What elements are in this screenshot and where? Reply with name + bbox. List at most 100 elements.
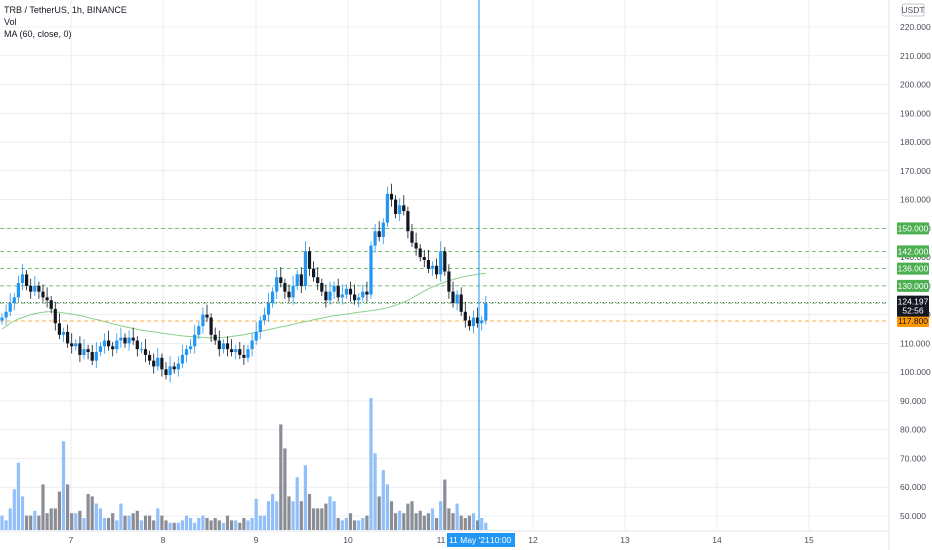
candle-body: [435, 265, 439, 275]
currency-label: USDT: [901, 5, 924, 15]
volume-bar: [250, 518, 254, 530]
volume-bar: [295, 477, 299, 530]
volume-bar: [107, 518, 111, 530]
candle-body: [209, 317, 213, 335]
volume-bar: [213, 518, 217, 530]
candle-body: [238, 349, 242, 355]
volume-bar: [258, 515, 262, 530]
candle-body: [102, 340, 107, 347]
candle-body: [168, 366, 172, 376]
volume-bar: [303, 465, 307, 530]
price-tag: [897, 262, 929, 275]
candle-body: [119, 337, 123, 341]
candle-body: [279, 277, 283, 284]
y-tick-label: 190.000: [900, 108, 931, 118]
candle-body: [377, 231, 381, 237]
volume-bar: [389, 501, 394, 530]
candle-body: [8, 303, 12, 312]
vol-legend[interactable]: Vol: [4, 17, 17, 27]
volume-bar: [340, 520, 344, 530]
candle-body: [471, 317, 476, 327]
volume-bar: [242, 518, 246, 530]
volume-bar: [20, 496, 25, 530]
volume-bar: [316, 508, 320, 530]
volume-bar: [471, 513, 476, 530]
candle-body: [463, 311, 467, 321]
candle-body: [176, 363, 180, 370]
volume-bar: [86, 494, 90, 530]
candle-body: [127, 337, 131, 344]
volume-bar: [94, 503, 98, 530]
candle-body: [29, 285, 33, 292]
x-tick-label: 11: [437, 535, 446, 545]
candle-body: [348, 288, 353, 295]
candle-body: [160, 357, 164, 370]
candle-body: [295, 274, 299, 286]
candle-body: [184, 349, 189, 355]
volume-bar: [484, 522, 488, 530]
ma-legend[interactable]: MA (60, close, 0): [4, 29, 72, 39]
price-tag-label: 136.000: [898, 264, 929, 274]
volume-bar: [168, 522, 172, 530]
volume-bar: [184, 515, 189, 530]
volume-bar: [287, 496, 291, 530]
volume-bar: [12, 489, 16, 530]
volume-bar: [90, 496, 94, 530]
volume-bar: [430, 508, 435, 530]
volume-bar: [365, 515, 369, 530]
candle-body: [353, 294, 357, 301]
candle-body: [234, 349, 238, 353]
volume-bar: [148, 515, 152, 530]
candle-body: [197, 326, 201, 335]
volume-bar: [307, 494, 312, 530]
candle-body: [61, 331, 66, 335]
price-tag: [897, 222, 929, 235]
candle-body: [369, 245, 373, 295]
volume-bar: [82, 518, 86, 530]
volume-bar: [29, 515, 33, 530]
price-tag-label: 142.000: [898, 246, 929, 256]
volume-bar: [0, 515, 4, 530]
candle-body: [242, 354, 246, 358]
candle-body: [385, 193, 389, 223]
volume-bar: [49, 508, 53, 530]
moving-average: [1, 273, 486, 339]
candle-body: [45, 297, 49, 301]
price-tag: [897, 279, 929, 292]
y-tick-label: 160.000: [900, 195, 931, 205]
volume-bar: [254, 498, 258, 530]
candle-body: [111, 346, 115, 350]
volume-bar: [4, 520, 8, 530]
y-tick-label: 100.000: [900, 367, 931, 377]
candle-body: [455, 294, 459, 304]
y-tick-label: 220.000: [900, 22, 931, 32]
ma-line: [1, 273, 486, 339]
candle-body: [16, 283, 20, 298]
volume-bar: [180, 520, 184, 530]
y-tick-label: 70.000: [900, 453, 926, 463]
candle-body: [266, 303, 271, 315]
candle-body: [398, 205, 402, 214]
candle-body: [459, 294, 463, 312]
volume-bar: [172, 522, 176, 530]
price-tag: [897, 314, 929, 327]
volume-bar: [98, 508, 102, 530]
volume-bar: [61, 441, 66, 530]
volume-bar: [143, 515, 148, 530]
volume-bar: [266, 501, 271, 530]
volume-bar: [320, 508, 324, 530]
volume-bar: [41, 484, 45, 530]
candle-body: [381, 222, 385, 237]
candle-body: [287, 291, 291, 298]
candle-body: [53, 308, 57, 324]
volume-bar: [205, 518, 209, 530]
volume-bar: [348, 513, 353, 530]
candle-body: [213, 334, 217, 341]
candle-body: [332, 285, 336, 292]
candle-body: [312, 268, 316, 278]
volume-bar: [111, 513, 115, 530]
symbol-title[interactable]: TRB / TetherUS, 1h, BINANCE: [4, 5, 127, 15]
volume-bar: [443, 479, 447, 530]
candle-body: [4, 311, 8, 318]
